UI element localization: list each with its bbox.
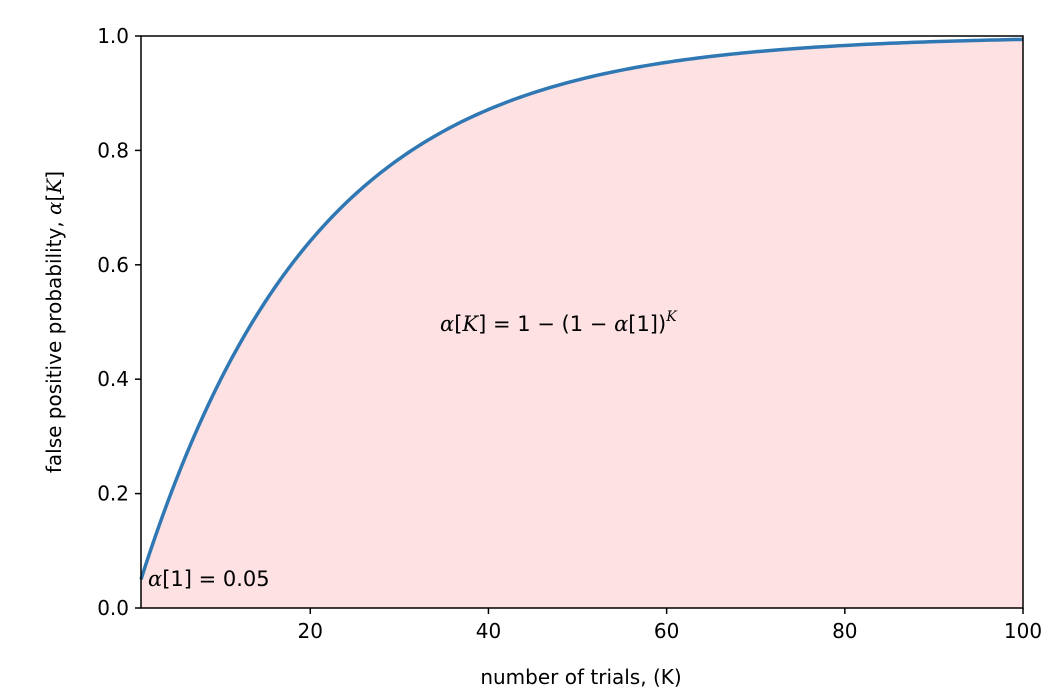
x-tick-label: 80 — [832, 619, 857, 643]
x-axis-label: number of trials, (K) — [480, 665, 681, 689]
formula-lhs-alpha: α — [440, 312, 454, 336]
x-tick-label: 40 — [476, 619, 501, 643]
alpha1-annotation: α[1] = 0.05 — [148, 567, 270, 591]
axes: 20 40 60 80 100 0.0 0.2 0.4 0.6 0.8 1.0 — [97, 24, 1042, 643]
series-line — [139, 37, 1024, 580]
y-tick-label: 0.4 — [97, 367, 129, 391]
x-tick-label: 100 — [1004, 619, 1042, 643]
plot-frame — [140, 35, 1024, 609]
y-axis-label-alpha: α — [42, 201, 66, 215]
y-axis-label-open: [ — [42, 194, 66, 202]
y-tick-label: 0.2 — [97, 482, 129, 506]
formula-lhs-close: ] — [478, 312, 486, 336]
x-tick-label: 60 — [654, 619, 679, 643]
formula-annotation: α[K] = 1 − (1 − α[1])K — [440, 309, 678, 336]
y-tick-label: 0.6 — [97, 253, 129, 277]
fill-area — [141, 39, 1023, 608]
y-axis-label: false positive probability, α[K] — [42, 171, 66, 473]
formula-rhs-alpha: α — [614, 312, 628, 336]
formula-lhs-var: K — [461, 312, 479, 336]
y-axis-label-main: false positive probability, — [42, 215, 66, 473]
y-tick-label: 0.8 — [97, 138, 129, 162]
alpha1-rest: [1] = 0.05 — [162, 567, 269, 591]
formula-rhs-b: [1]) — [628, 312, 666, 336]
x-tick-label: 20 — [298, 619, 323, 643]
y-tick-label: 0.0 — [97, 596, 129, 620]
y-tick-label: 1.0 — [97, 24, 129, 48]
alpha1-symbol: α — [148, 567, 162, 591]
formula-rhs-a: = 1 − (1 − — [486, 312, 614, 336]
plot-area — [139, 37, 1024, 608]
y-axis-label-close: ] — [42, 171, 66, 179]
formula-lhs-open: [ — [454, 312, 462, 336]
formula-exponent: K — [665, 309, 678, 325]
y-axis-label-var: K — [42, 178, 66, 195]
